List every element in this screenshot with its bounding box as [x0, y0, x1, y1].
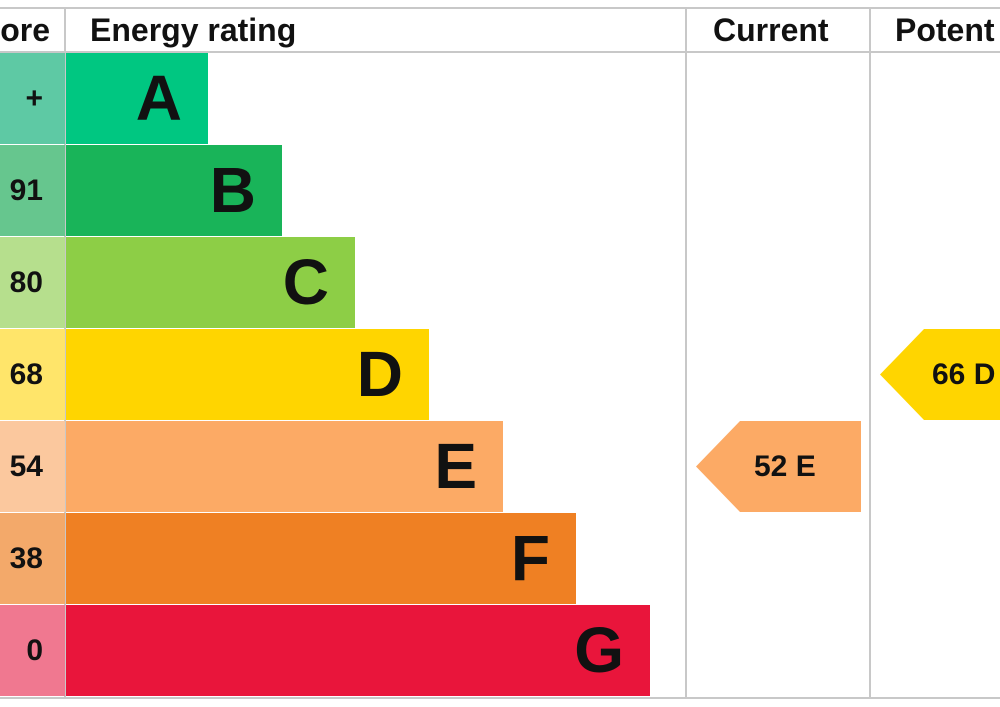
bottom-border	[0, 697, 1000, 699]
potential-rating-label: 66 D	[932, 358, 996, 391]
current-rating-arrow: 52 E	[696, 421, 862, 512]
score-range-g: 0	[0, 605, 65, 696]
score-range-b: 91	[0, 145, 65, 236]
current-rating-label: 52 E	[754, 450, 816, 483]
band-letter: B	[209, 154, 256, 226]
score-range-a: +	[0, 53, 65, 144]
header-divider	[0, 51, 1000, 53]
band-bar-b: B	[66, 145, 282, 236]
band-letter: E	[434, 430, 477, 502]
band-letter: A	[135, 62, 182, 134]
potential-header: Potent	[895, 12, 995, 48]
column-divider	[869, 8, 871, 698]
band-bar-e: E	[66, 421, 503, 512]
current-arrow-shape	[696, 421, 861, 512]
current-header: Current	[713, 12, 829, 48]
band-bar-a: A	[66, 53, 208, 144]
energy-rating-header: Energy rating	[90, 12, 297, 48]
score-range-d: 68	[0, 329, 65, 420]
band-letter: G	[574, 614, 624, 686]
band-letter: D	[356, 338, 403, 410]
top-border	[0, 7, 1000, 9]
band-letter: F	[510, 522, 550, 594]
column-divider	[685, 8, 687, 698]
potential-rating-arrow: 66 D	[880, 329, 1000, 420]
score-range-f: 38	[0, 513, 65, 604]
band-letter: C	[282, 246, 329, 318]
band-bar-c: C	[66, 237, 355, 328]
band-bar-d: D	[66, 329, 429, 420]
band-bar-g: G	[66, 605, 650, 696]
column-divider	[64, 8, 66, 698]
potential-arrow-shape	[880, 329, 1000, 420]
score-range-c: 80	[0, 237, 65, 328]
score-range-e: 54	[0, 421, 65, 512]
score-header: ore	[0, 12, 50, 48]
band-bar-f: F	[66, 513, 576, 604]
